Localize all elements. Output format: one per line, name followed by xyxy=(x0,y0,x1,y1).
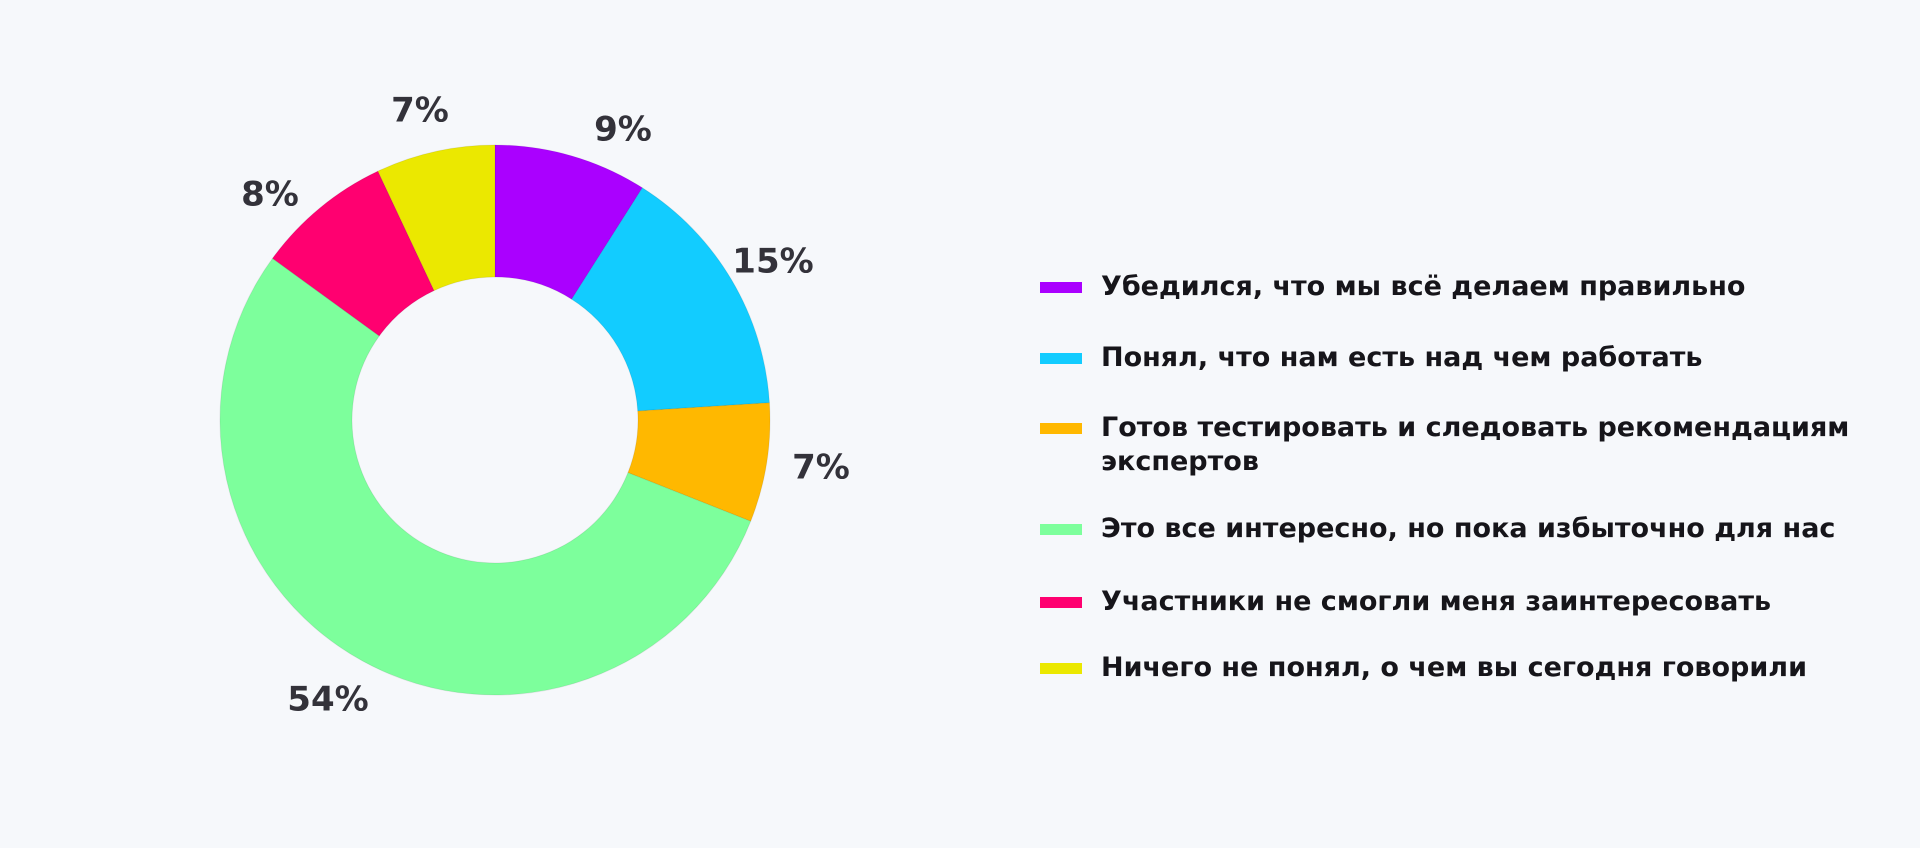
legend-item-5: Участники не смогли меня заинтересовать xyxy=(1040,585,1881,619)
legend-swatch xyxy=(1040,423,1082,434)
legend-swatch xyxy=(1040,597,1082,608)
legend-label: Это все интересно, но пока избыточно для… xyxy=(1101,513,1836,544)
donut-slice-1 xyxy=(494,144,644,300)
legend-swatch xyxy=(1040,524,1082,535)
slices-group xyxy=(219,144,771,696)
donut-slice-3 xyxy=(627,402,771,522)
legend-item-4: Это все интересно, но пока избыточно для… xyxy=(1040,512,1881,546)
slice-value-label-5: 8% xyxy=(241,175,299,215)
legend-item-6: Ничего не понял, о чем вы сегодня говори… xyxy=(1040,651,1881,685)
legend-label: Участники не смогли меня заинтересовать xyxy=(1101,586,1772,617)
legend-label: Убедился, что мы всё делаем правильно xyxy=(1101,271,1746,302)
slice-value-label-1: 9% xyxy=(594,110,652,150)
legend-item-1: Убедился, что мы всё делаем правильно xyxy=(1040,270,1881,304)
legend-item-3: Готов тестировать и следовать рекомендац… xyxy=(1040,411,1881,479)
slice-value-label-2: 15% xyxy=(732,242,813,282)
donut-slice-5 xyxy=(271,170,435,337)
slice-value-label-3: 7% xyxy=(792,448,850,488)
legend-label: Понял, что нам есть над чем работать xyxy=(1101,342,1703,373)
legend-swatch xyxy=(1040,282,1082,293)
donut-slice-6 xyxy=(377,144,496,292)
donut-slice-4 xyxy=(219,257,752,696)
slice-value-label-6: 7% xyxy=(391,91,449,131)
value-labels-group: 9% 15% 7% 54% 8% 7% xyxy=(241,91,850,720)
legend-swatch xyxy=(1040,663,1082,674)
slice-value-label-4: 54% xyxy=(287,680,368,720)
legend-label: Готов тестировать и следовать рекомендац… xyxy=(1101,412,1850,477)
legend-item-2: Понял, что нам есть над чем работать xyxy=(1040,341,1881,375)
legend-swatch xyxy=(1040,353,1082,364)
donut-slice-2 xyxy=(570,187,770,412)
legend-label: Ничего не понял, о чем вы сегодня говори… xyxy=(1101,652,1807,683)
